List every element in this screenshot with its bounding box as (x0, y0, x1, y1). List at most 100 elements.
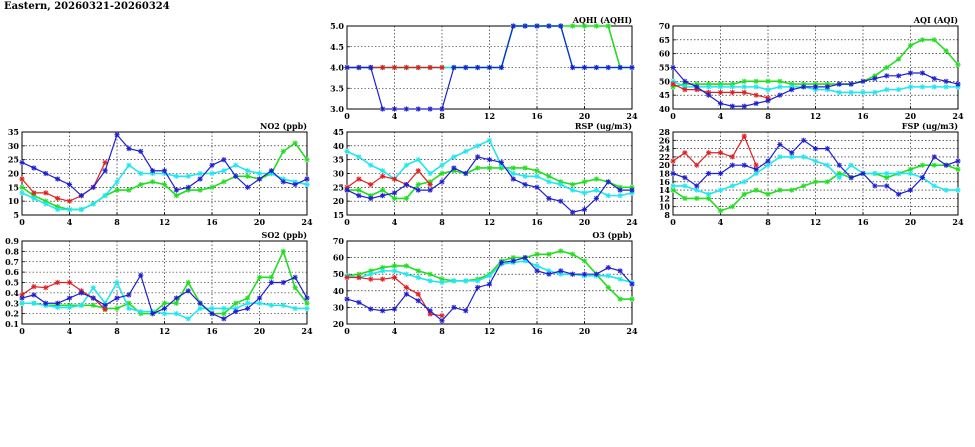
rsp-y-tick-label: 25 (333, 182, 344, 192)
fsp-series-blue-point (741, 162, 747, 168)
fsp-series-red-point (741, 133, 747, 139)
so2-series-blue-point (268, 279, 274, 286)
fsp-y-tick-label: 14 (659, 185, 671, 195)
marker-stroke (884, 171, 890, 176)
marker-stroke (694, 162, 700, 168)
marker-stroke (629, 65, 635, 70)
marker-stroke (185, 184, 191, 190)
so2-y-tick-label: 0.9 (5, 236, 19, 246)
fsp-series-green-point (801, 183, 807, 189)
marker-stroke (368, 162, 374, 168)
o3-series-blue-point (510, 258, 516, 264)
marker-stroke (245, 306, 250, 311)
rsp-series-green-point (546, 173, 552, 179)
aqi-x-tick-label: 0 (670, 111, 676, 121)
marker-stroke (570, 251, 575, 257)
rsp-series-red-point (415, 168, 421, 174)
rsp-y-tick-label: 40 (333, 141, 345, 151)
marker-stroke (304, 300, 310, 306)
aqhi-series-blue-point (463, 64, 469, 71)
marker-stroke (582, 258, 587, 264)
marker-stroke (102, 307, 108, 312)
marker-stroke (487, 65, 492, 70)
no2-x-tick-label: 8 (114, 217, 120, 227)
rsp-series-cyan-point (475, 143, 481, 149)
marker-stroke (415, 168, 421, 174)
marker-stroke (427, 271, 433, 277)
fsp-series-red-point (694, 162, 700, 168)
no2-series-blue-point (209, 162, 215, 168)
o3-series-cyan-point (427, 278, 433, 284)
o3-y-tick-label: 50 (333, 269, 345, 279)
fsp-series-blue-point (860, 170, 866, 177)
aqi-series-cyan-point (907, 84, 914, 90)
rsp-series-blue-point (427, 187, 433, 193)
marker-stroke (730, 183, 735, 189)
fsp-series-red-point (682, 150, 688, 156)
marker-stroke (741, 191, 747, 197)
aqhi-series-blue-point (368, 64, 374, 71)
marker-stroke (463, 308, 469, 314)
marker-stroke (392, 275, 397, 280)
marker-stroke (670, 171, 676, 176)
marker-stroke (848, 90, 854, 95)
no2-series-cyan-point (114, 179, 120, 185)
so2-series-blue-point (90, 295, 96, 301)
marker-stroke (439, 106, 445, 112)
so2-series-cyan-point (304, 305, 310, 312)
marker-stroke (582, 271, 587, 277)
aqi-series-cyan-point (729, 84, 735, 90)
marker-stroke (884, 73, 890, 79)
marker-stroke (304, 157, 310, 163)
fsp-series-green-point (919, 162, 925, 168)
fsp-x-tick-label: 8 (765, 217, 771, 227)
marker-stroke (487, 281, 492, 287)
o3-series-green-point (391, 263, 398, 269)
marker-stroke (114, 179, 120, 185)
fsp-series-cyan-point (765, 162, 771, 168)
aqi-series-green-point (777, 78, 783, 84)
fsp-series-blue-point (931, 154, 937, 160)
fsp-series-cyan-point (836, 175, 842, 181)
marker-stroke (245, 184, 250, 190)
marker-stroke (404, 271, 409, 277)
fsp-x-tick-label: 4 (718, 217, 724, 227)
marker-stroke (872, 171, 878, 176)
marker-stroke (55, 305, 60, 310)
marker-stroke (31, 292, 37, 298)
marker-stroke (534, 23, 540, 29)
marker-stroke (79, 193, 84, 198)
o3-series-red-point (391, 274, 398, 281)
so2-series-green-point (185, 279, 191, 286)
marker-stroke (617, 187, 623, 193)
marker-stroke (439, 280, 445, 285)
aqi-series-cyan-point (943, 84, 949, 90)
marker-stroke (415, 291, 421, 297)
marker-stroke (162, 182, 167, 187)
rsp-series-cyan-point (522, 173, 528, 179)
marker-stroke (114, 187, 120, 193)
fsp-series-blue-point (765, 158, 771, 164)
marker-stroke (427, 106, 433, 112)
marker-stroke (582, 65, 587, 70)
marker-stroke (510, 176, 516, 182)
o3-series-blue-point (463, 308, 469, 314)
marker-stroke (368, 182, 374, 187)
marker-stroke (706, 150, 711, 156)
so2-series-green-point (268, 274, 274, 280)
marker-stroke (344, 65, 350, 70)
fsp-x-tick-label: 24 (952, 217, 964, 227)
marker-stroke (860, 171, 866, 176)
marker-stroke (605, 179, 611, 185)
marker-stroke (789, 154, 795, 160)
aqi-series-red-point (670, 81, 676, 87)
marker-stroke (380, 268, 385, 274)
rsp-series-cyan-point (463, 148, 469, 154)
marker-stroke (356, 65, 362, 70)
o3-series-blue-point (403, 291, 409, 297)
marker-stroke (718, 150, 723, 156)
marker-stroke (280, 280, 286, 285)
rsp-series-blue-point (463, 170, 469, 177)
o3-x-tick-label: 24 (626, 326, 638, 336)
no2-series-cyan-point (138, 170, 144, 177)
